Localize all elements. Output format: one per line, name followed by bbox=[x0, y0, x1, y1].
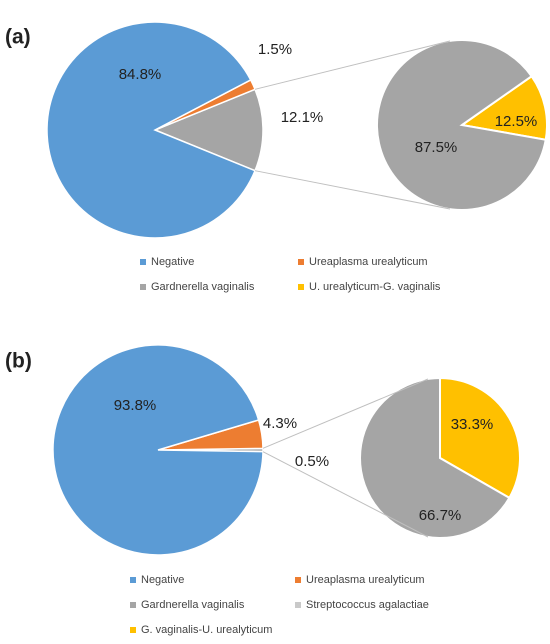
legend-marker bbox=[298, 284, 304, 290]
pie-slice bbox=[439, 376, 521, 500]
pie-slice bbox=[52, 344, 264, 556]
pie-slice bbox=[459, 74, 548, 141]
connector-line bbox=[254, 40, 451, 90]
legend-label: Gardnerella vaginalis bbox=[141, 599, 245, 611]
legend-marker bbox=[130, 627, 136, 633]
pie-slice bbox=[359, 376, 511, 539]
data-label: 0.5% bbox=[295, 453, 329, 470]
legend-marker bbox=[140, 259, 146, 265]
legend-marker bbox=[130, 602, 136, 608]
legend-label: U. urealyticum-G. vaginalis bbox=[309, 281, 441, 293]
data-label: 84.8% bbox=[119, 66, 162, 83]
data-label: 66.7% bbox=[419, 507, 462, 524]
legend-label: Negative bbox=[151, 256, 194, 268]
data-label: 12.1% bbox=[281, 109, 324, 126]
legend-marker bbox=[130, 577, 136, 583]
legend-marker bbox=[298, 259, 304, 265]
data-label: 93.8% bbox=[114, 397, 157, 414]
legend-marker bbox=[140, 284, 146, 290]
data-label: 33.3% bbox=[451, 416, 494, 433]
connector-line bbox=[262, 451, 429, 538]
legend-label: Gardnerella vaginalis bbox=[151, 281, 255, 293]
legend-label: G. vaginalis-U. urealyticum bbox=[141, 624, 272, 636]
data-label: 12.5% bbox=[495, 113, 538, 130]
legend-label: Ureaplasma urealyticum bbox=[306, 574, 425, 586]
legend-marker bbox=[295, 577, 301, 583]
legend-label: Streptococcus agalactiae bbox=[306, 599, 429, 611]
legend-label: Ureaplasma urealyticum bbox=[309, 256, 428, 268]
data-label: 1.5% bbox=[258, 41, 292, 58]
legend-label: Negative bbox=[141, 574, 184, 586]
pie-slice bbox=[153, 88, 264, 172]
legend-marker bbox=[295, 602, 301, 608]
panel-label: (a) bbox=[5, 26, 31, 49]
data-label: 4.3% bbox=[263, 415, 297, 432]
connector-line bbox=[254, 170, 451, 210]
data-label: 87.5% bbox=[415, 139, 458, 156]
connector-line bbox=[262, 378, 429, 449]
panel-label: (b) bbox=[5, 350, 32, 373]
pie-slice bbox=[46, 21, 257, 239]
pie-slice bbox=[376, 39, 547, 211]
